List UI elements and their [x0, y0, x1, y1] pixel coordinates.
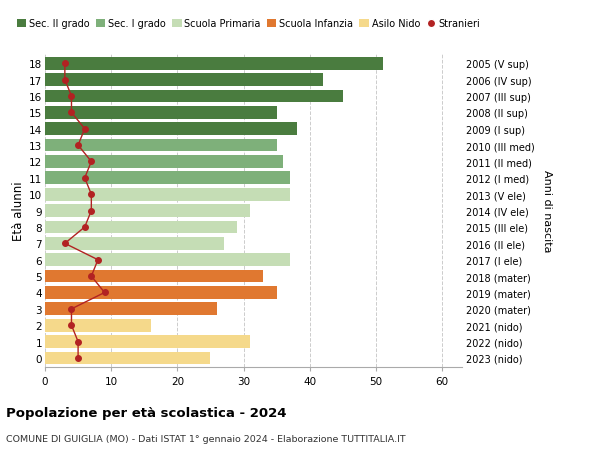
Text: COMUNE DI GUIGLIA (MO) - Dati ISTAT 1° gennaio 2024 - Elaborazione TUTTITALIA.IT: COMUNE DI GUIGLIA (MO) - Dati ISTAT 1° g…: [6, 434, 406, 443]
Bar: [45, 205, 250, 218]
Bar: [45, 58, 383, 70]
Bar: [45, 352, 211, 364]
Bar: [45, 237, 224, 250]
Bar: [45, 286, 277, 299]
Bar: [45, 303, 217, 315]
Bar: [45, 221, 237, 234]
Y-axis label: Anni di nascita: Anni di nascita: [542, 170, 552, 252]
Bar: [45, 270, 263, 283]
Bar: [45, 123, 296, 136]
Bar: [45, 74, 323, 87]
Bar: [45, 140, 277, 152]
Bar: [45, 189, 290, 201]
Bar: [45, 107, 277, 119]
Bar: [45, 319, 151, 332]
Bar: [45, 156, 283, 168]
Bar: [45, 336, 250, 348]
Legend: Sec. II grado, Sec. I grado, Scuola Primaria, Scuola Infanzia, Asilo Nido, Stran: Sec. II grado, Sec. I grado, Scuola Prim…: [17, 19, 481, 29]
Bar: [45, 90, 343, 103]
Y-axis label: Età alunni: Età alunni: [12, 181, 25, 241]
Bar: [45, 172, 290, 185]
Bar: [45, 254, 290, 267]
Text: Popolazione per età scolastica - 2024: Popolazione per età scolastica - 2024: [6, 406, 287, 419]
